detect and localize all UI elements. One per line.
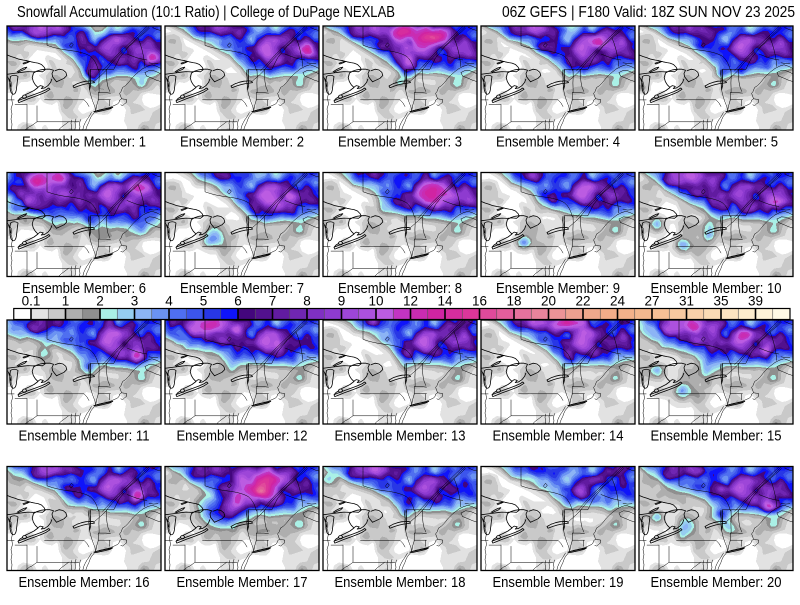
svg-text:16: 16 bbox=[472, 294, 487, 309]
svg-text:3: 3 bbox=[131, 294, 139, 309]
svg-text:Ensemble Member: 10: Ensemble Member: 10 bbox=[651, 280, 782, 297]
svg-text:24: 24 bbox=[610, 294, 626, 309]
svg-text:18: 18 bbox=[506, 294, 521, 309]
svg-text:Ensemble Member: 1: Ensemble Member: 1 bbox=[22, 134, 146, 151]
svg-text:31: 31 bbox=[679, 294, 694, 309]
svg-text:14: 14 bbox=[437, 294, 453, 309]
svg-text:Ensemble Member: 12: Ensemble Member: 12 bbox=[177, 428, 308, 445]
svg-text:Ensemble Member: 19: Ensemble Member: 19 bbox=[493, 574, 624, 591]
svg-text:0.1: 0.1 bbox=[22, 294, 41, 309]
svg-text:Ensemble Member: 14: Ensemble Member: 14 bbox=[493, 428, 624, 445]
svg-text:20: 20 bbox=[541, 294, 556, 309]
svg-text:Ensemble Member: 8: Ensemble Member: 8 bbox=[338, 280, 462, 297]
svg-text:22: 22 bbox=[575, 294, 590, 309]
svg-text:Snowfall Accumulation (10:1 Ra: Snowfall Accumulation (10:1 Ratio) | Col… bbox=[17, 4, 395, 21]
svg-text:Ensemble Member: 11: Ensemble Member: 11 bbox=[19, 428, 150, 445]
svg-text:Ensemble Member: 4: Ensemble Member: 4 bbox=[496, 134, 620, 151]
svg-text:8: 8 bbox=[303, 294, 311, 309]
svg-text:2: 2 bbox=[96, 294, 104, 309]
svg-text:06Z GEFS | F180 Valid: 18Z SUN: 06Z GEFS | F180 Valid: 18Z SUN NOV 23 20… bbox=[502, 4, 795, 21]
svg-text:Ensemble Member: 13: Ensemble Member: 13 bbox=[335, 428, 466, 445]
svg-text:Ensemble Member: 18: Ensemble Member: 18 bbox=[335, 574, 466, 591]
svg-text:4: 4 bbox=[165, 294, 173, 309]
svg-text:Ensemble Member: 9: Ensemble Member: 9 bbox=[496, 280, 620, 297]
svg-text:10: 10 bbox=[368, 294, 383, 309]
svg-text:Ensemble Member: 5: Ensemble Member: 5 bbox=[654, 134, 778, 151]
svg-text:27: 27 bbox=[644, 294, 659, 309]
svg-text:Ensemble Member: 15: Ensemble Member: 15 bbox=[651, 428, 782, 445]
svg-text:Ensemble Member: 20: Ensemble Member: 20 bbox=[651, 574, 782, 591]
svg-text:35: 35 bbox=[713, 294, 728, 309]
svg-text:39: 39 bbox=[748, 294, 763, 309]
svg-text:Ensemble Member: 6: Ensemble Member: 6 bbox=[22, 280, 146, 297]
svg-text:Ensemble Member: 7: Ensemble Member: 7 bbox=[180, 280, 304, 297]
svg-text:Ensemble Member: 3: Ensemble Member: 3 bbox=[338, 134, 462, 151]
svg-text:9: 9 bbox=[338, 294, 346, 309]
svg-text:Ensemble Member: 17: Ensemble Member: 17 bbox=[177, 574, 308, 591]
svg-text:Ensemble Member: 2: Ensemble Member: 2 bbox=[180, 134, 304, 151]
svg-text:Ensemble Member: 16: Ensemble Member: 16 bbox=[19, 574, 150, 591]
svg-text:5: 5 bbox=[200, 294, 208, 309]
svg-text:7: 7 bbox=[269, 294, 277, 309]
svg-text:6: 6 bbox=[234, 294, 242, 309]
svg-text:12: 12 bbox=[403, 294, 418, 309]
svg-text:1: 1 bbox=[62, 294, 70, 309]
